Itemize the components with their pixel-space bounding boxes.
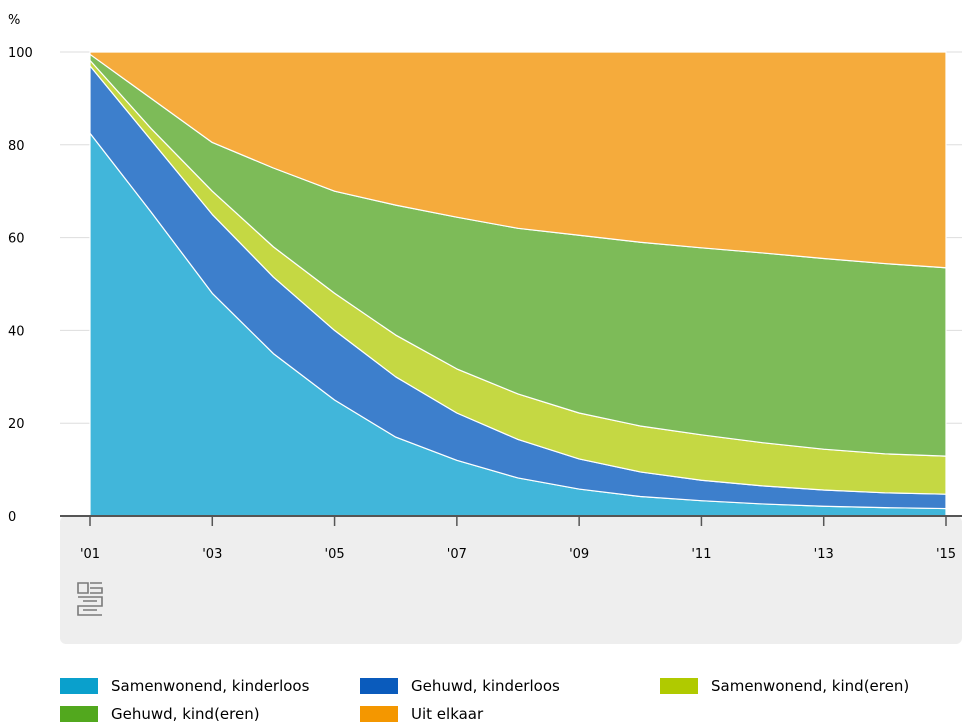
legend-label: Samenwonend, kinderloos [111, 677, 310, 695]
legend-item-samenwonend-kinderen: Samenwonend, kind(eren) [660, 677, 909, 695]
y-axis-unit-label: % [8, 13, 20, 28]
legend-swatch [60, 706, 98, 722]
logo-s [77, 596, 103, 616]
x-tick-label: '03 [202, 547, 222, 562]
legend-label: Gehuwd, kind(eren) [111, 705, 260, 723]
x-tick-label: '07 [447, 547, 467, 562]
y-tick-label: 100 [8, 46, 33, 61]
cbs-logo-icon [77, 582, 103, 616]
legend-swatch [60, 678, 98, 694]
x-tick-label: '01 [80, 547, 100, 562]
legend-item-uit-elkaar: Uit elkaar [360, 705, 483, 723]
x-tick-label: '13 [814, 547, 834, 562]
stacked-area-chart: 0 20 40 60 80 100 '01 '03 '05 '07 '09 '11 '13 '15 % [8, 13, 962, 644]
y-tick-label: 80 [8, 139, 25, 154]
y-tick-label: 0 [8, 510, 16, 525]
x-tick-label: '09 [569, 547, 589, 562]
legend-swatch [360, 706, 398, 722]
legend-swatch [360, 678, 398, 694]
legend-swatch [660, 678, 698, 694]
area-series-4 [89, 51, 947, 269]
series-areas [89, 51, 947, 517]
legend-label: Uit elkaar [411, 705, 484, 723]
legend-item-gehuwd-kinderen: Gehuwd, kind(eren) [60, 705, 260, 723]
logo-c-b [77, 582, 103, 594]
y-tick-label: 60 [8, 232, 25, 247]
legend-label: Gehuwd, kinderloos [411, 677, 560, 695]
axes: 0 20 40 60 80 100 '01 '03 '05 '07 '09 '11 '13 '15 [8, 46, 962, 562]
legend-item-samenwonend-kinderloos: Samenwonend, kinderloos [60, 677, 309, 695]
legend-item-gehuwd-kinderloos: Gehuwd, kinderloos [360, 677, 560, 695]
y-tick-label: 20 [8, 417, 25, 432]
x-tick-label: '15 [936, 547, 956, 562]
legend-label: Samenwonend, kind(eren) [711, 677, 910, 695]
x-tick-label: '11 [691, 547, 711, 562]
y-tick-label: 40 [8, 324, 25, 339]
x-axis-panel [60, 516, 962, 644]
x-tick-label: '05 [325, 547, 345, 562]
